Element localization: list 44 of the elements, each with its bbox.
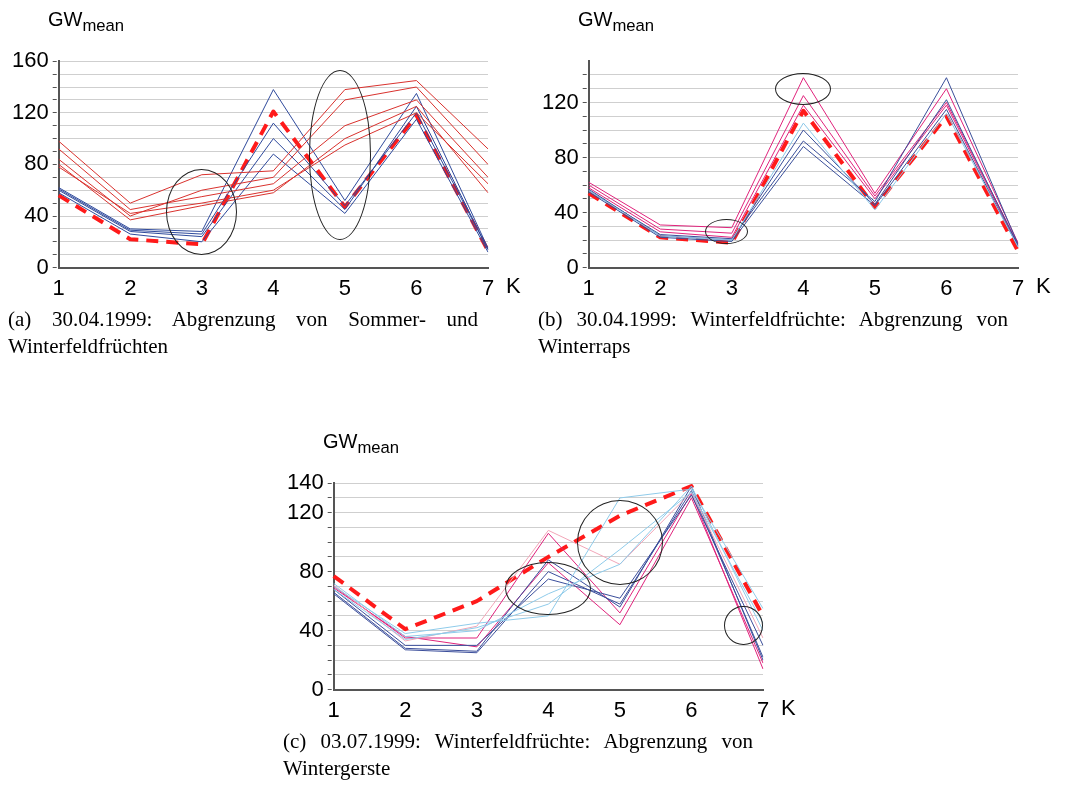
y-tick-label: 40 [554, 198, 579, 224]
y-tick-label: 0 [311, 675, 324, 701]
text: (a) 30.04.1999: Abgrenzung von Sommer- und Winterfeldfrüchten [8, 306, 478, 360]
x-tick-label: 6 [685, 696, 698, 722]
x-tick-label: 4 [267, 274, 280, 300]
x-tick-label: 2 [654, 274, 667, 300]
x-tick-label: 4 [542, 696, 555, 722]
x-tick-label: 1 [52, 274, 65, 300]
y-tick-label: 140 [286, 469, 324, 495]
x-axis-title: K [506, 272, 521, 298]
x-tick-label: 2 [399, 696, 412, 722]
x-tick-label: 3 [195, 274, 208, 300]
x-tick-label: 1 [582, 274, 595, 300]
x-axis-title: K [781, 694, 796, 720]
y-axis-title: GW$_{mean}$ [323, 430, 401, 459]
y-tick-label: 40 [24, 202, 49, 228]
y-axis-title: GW$_{mean}$ [578, 8, 656, 37]
x-tick-label: 5 [868, 274, 882, 300]
y-tick-label: 0 [566, 253, 579, 279]
y-tick-label: 80 [24, 150, 49, 176]
x-tick-label: 2 [124, 274, 137, 300]
y-tick-label: 120 [541, 88, 579, 114]
y-tick-label: 120 [11, 98, 49, 124]
x-tick-label: 5 [338, 274, 352, 300]
text: (c) 03.07.1999: Winterfeldfrüchte: Abgrenzung von Wintergerste [283, 728, 753, 782]
x-tick-label: 7 [1011, 274, 1025, 300]
y-tick-label: 80 [554, 143, 579, 169]
x-tick-label: 4 [797, 274, 810, 300]
x-tick-label: 3 [470, 696, 483, 722]
x-tick-label: 5 [613, 696, 627, 722]
x-axis-title: K [1036, 272, 1051, 298]
text: (b) 30.04.1999: Winterfeldfrüchte: Abgrenzung von Winterraps [538, 306, 1008, 360]
y-tick-label: 120 [286, 498, 324, 524]
x-tick-label: 3 [725, 274, 738, 300]
x-tick-label: 7 [756, 696, 770, 722]
y-tick-label: 160 [11, 47, 49, 73]
x-tick-label: 6 [940, 274, 953, 300]
x-tick-label: 6 [410, 274, 423, 300]
y-axis-title: GW$_{mean}$ [48, 8, 126, 37]
y-tick-label: 0 [36, 253, 49, 279]
y-tick-label: 40 [299, 616, 324, 642]
y-tick-label: 80 [299, 557, 324, 583]
x-tick-label: 7 [481, 274, 495, 300]
x-tick-label: 1 [327, 696, 340, 722]
